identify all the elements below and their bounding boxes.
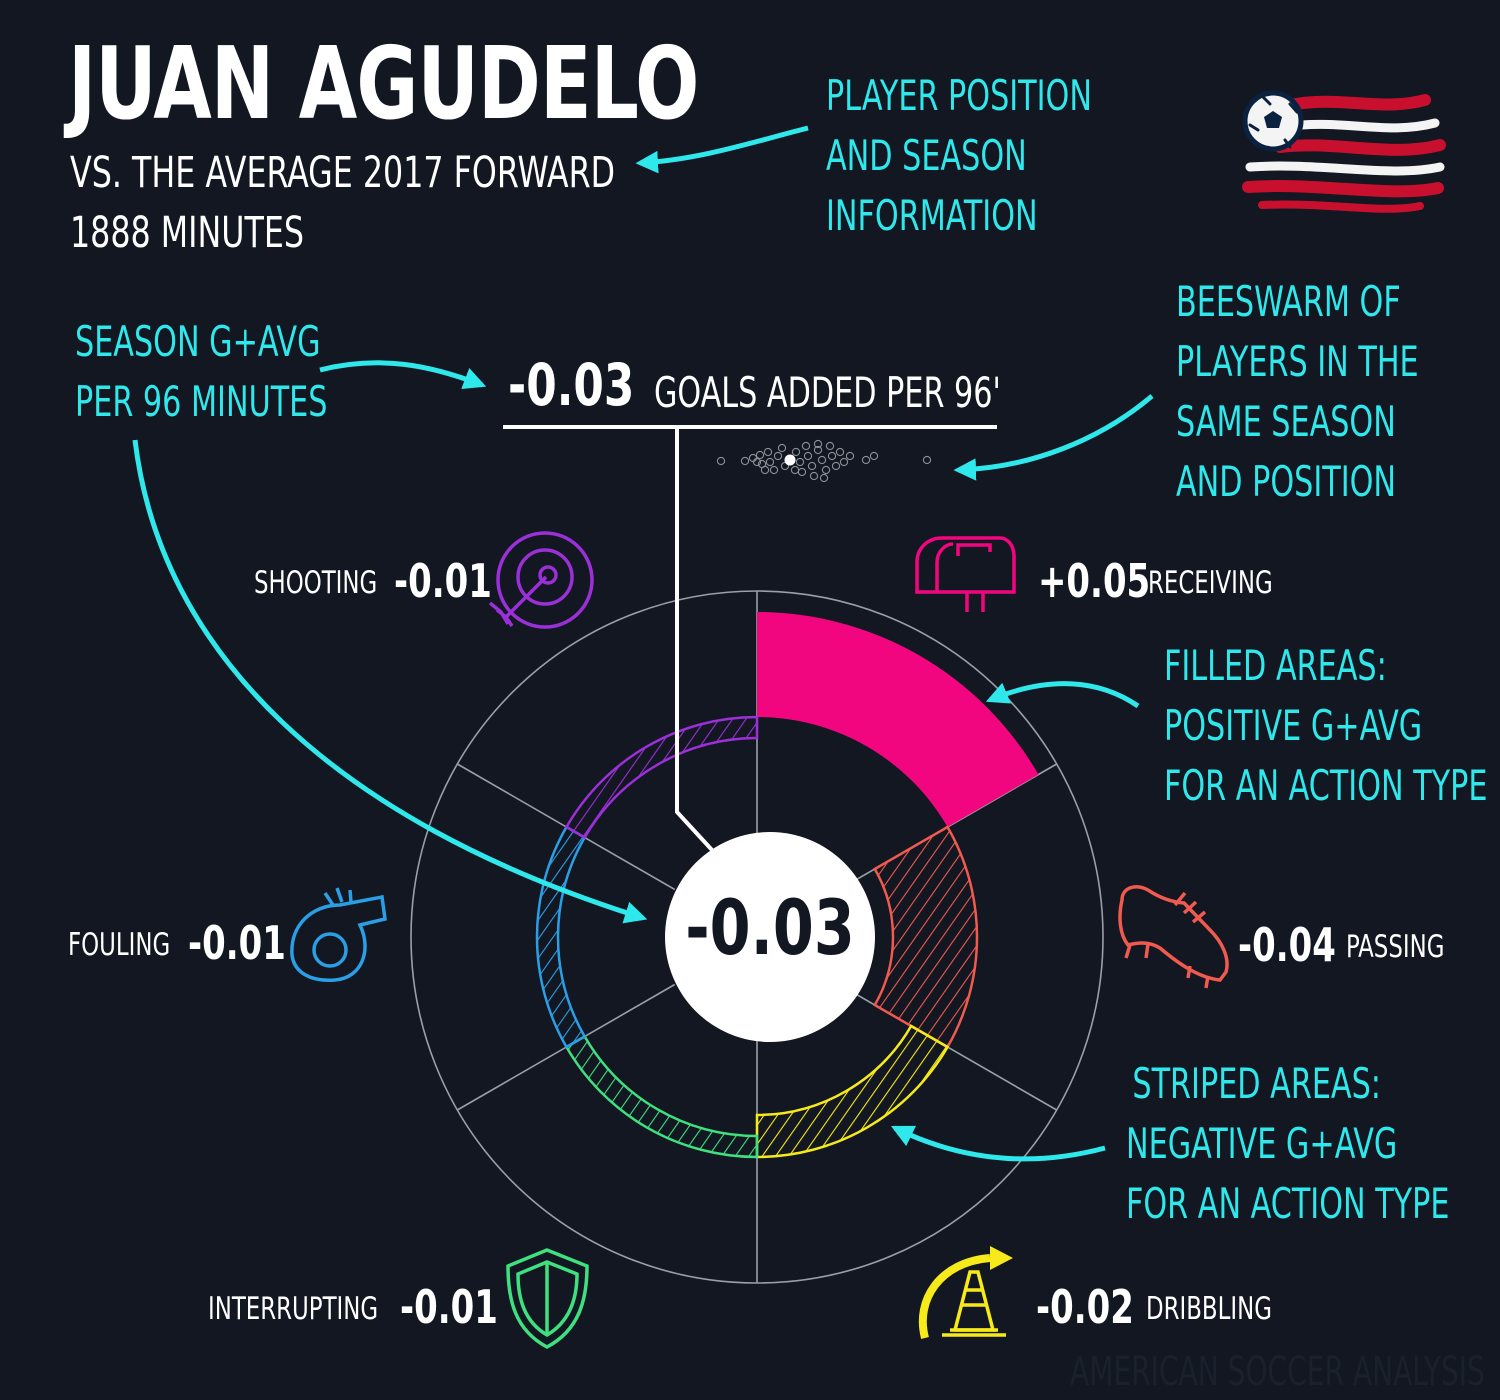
interrupting-label: INTERRUPTING (208, 1291, 379, 1327)
beeswarm-point (922, 455, 932, 465)
striped-arrow (890, 1125, 1106, 1162)
gavg-arrow (319, 360, 487, 390)
gavg-note: SEASON G+AVG PER 96 MINUTES (75, 317, 328, 426)
beeswarm-point (780, 461, 790, 471)
shield-icon (506, 1248, 589, 1349)
beeswarm-point (790, 465, 800, 475)
beeswarm-point (831, 461, 841, 471)
bars (535, 612, 1039, 1159)
beeswarm-point (861, 455, 871, 465)
dribbling-label: DRIBBLING (1146, 1291, 1272, 1327)
center-circle (665, 832, 875, 1042)
cone-icon (918, 1246, 1013, 1340)
player-name: JUAN AGUDELO (68, 25, 699, 142)
shooting-value: -0.01 (394, 554, 492, 608)
center-value: -0.03 (685, 883, 855, 972)
beeswarm-point (835, 447, 845, 457)
filled-arrow (985, 681, 1140, 709)
total-label: GOALS ADDED PER 96' (654, 368, 1001, 417)
position-note: PLAYER POSITION AND SEASON INFORMATION (826, 71, 1092, 240)
fouling-bar (535, 825, 587, 1049)
beeswarm-arrow (953, 394, 1154, 481)
beeswarm-point (821, 465, 831, 475)
interrupting-bar (564, 1034, 759, 1159)
shooting-bar (564, 715, 759, 840)
beeswarm-point (748, 453, 758, 463)
filled-note: FILLED AREAS: POSITIVE G+AVG FOR AN ACTI… (1164, 641, 1488, 810)
beeswarm-point (813, 445, 823, 455)
beeswarm-point (845, 451, 855, 461)
beeswarm-point (791, 447, 801, 457)
dribbling-value: -0.02 (1036, 1280, 1134, 1334)
passing-bar (873, 825, 979, 1049)
subtitle: VS. THE AVERAGE 2017 FORWARD (70, 148, 616, 198)
beeswarm-point (807, 461, 817, 471)
beeswarm-point (765, 457, 775, 467)
total-value: -0.03 (508, 351, 635, 419)
beeswarm-point (763, 447, 773, 457)
receiving-bar (757, 612, 1039, 827)
beeswarm-point (716, 456, 726, 466)
beeswarm-point (813, 439, 823, 449)
watermark: AMERICAN SOCCER ANALYSIS (1070, 1349, 1485, 1395)
beeswarm-point (777, 443, 787, 453)
beeswarm-point (740, 456, 750, 466)
beeswarm-point (839, 457, 849, 467)
total-connector (675, 427, 714, 852)
interrupting-value: -0.01 (400, 1280, 498, 1334)
beeswarm (716, 439, 932, 483)
beeswarm-point (819, 473, 829, 483)
beeswarm-point (769, 465, 779, 475)
receiving-value: +0.05 (1038, 554, 1151, 608)
beeswarm-point (795, 457, 805, 467)
beeswarm-point (803, 451, 813, 461)
beeswarm-highlight-point (784, 454, 796, 466)
beeswarm-note: BEESWARM OF PLAYERS IN THE SAME SEASON A… (1176, 277, 1419, 506)
beeswarm-point (797, 467, 807, 477)
team-logo (1242, 90, 1446, 213)
mailbox-icon (915, 536, 1016, 612)
beeswarm-point (760, 465, 770, 475)
beeswarm-point (755, 450, 765, 460)
beeswarm-point (817, 455, 827, 465)
beeswarm-point (752, 457, 762, 467)
target-icon (488, 531, 594, 629)
whistle-icon (290, 887, 387, 982)
shooting-label: SHOOTING (254, 565, 378, 601)
striped-note: STRIPED AREAS: NEGATIVE G+AVG FOR AN ACT… (1126, 1059, 1450, 1228)
beeswarm-point (801, 441, 811, 451)
minutes: 1888 MINUTES (70, 208, 305, 258)
beeswarm-point (809, 471, 819, 481)
beeswarm-point (827, 451, 837, 461)
center-arrow (132, 439, 648, 924)
position-arrow (635, 125, 809, 174)
cleat-icon (1118, 885, 1229, 989)
fouling-value: -0.01 (188, 916, 286, 970)
passing-label: PASSING (1346, 929, 1445, 965)
beeswarm-point (825, 441, 835, 451)
beeswarm-point (773, 451, 783, 461)
receiving-label: RECEIVING (1148, 565, 1273, 601)
passing-value: -0.04 (1238, 918, 1336, 972)
beeswarm-point (869, 451, 879, 461)
fouling-label: FOULING (68, 927, 171, 963)
